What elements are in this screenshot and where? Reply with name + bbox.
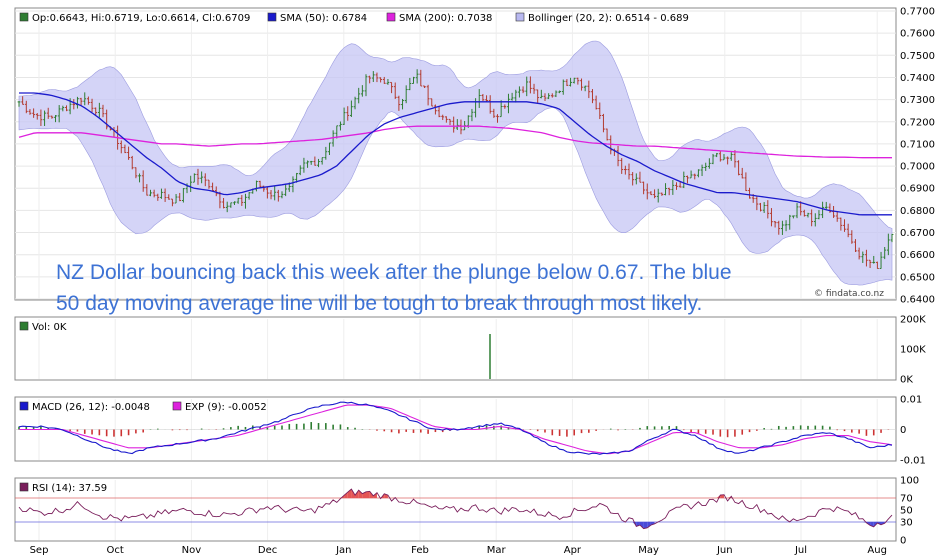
month-tick-label: Mar <box>487 545 507 556</box>
rsi-line <box>18 488 893 530</box>
rsi-tick-label: 70 <box>900 494 913 505</box>
price-tick-label: 0.7500 <box>900 51 935 62</box>
volume-tick-label: 200K <box>900 315 926 326</box>
watermark: © findata.co.nz <box>814 289 884 299</box>
legend-label: EXP (9): -0.0052 <box>185 402 267 413</box>
macd-tick-label: -0.01 <box>900 456 926 467</box>
month-tick-label: Aug <box>867 545 887 556</box>
legend-label: SMA (200): 0.7038 <box>399 13 492 24</box>
annotation-line-1: NZ Dollar bouncing back this week after … <box>56 261 732 284</box>
price-tick-label: 0.6500 <box>900 272 935 283</box>
legend-swatch <box>386 12 396 22</box>
price-tick-label: 0.6400 <box>900 295 935 306</box>
macd-series <box>15 401 896 455</box>
legend-label: Bollinger (20, 2): 0.6514 - 0.689 <box>528 13 689 24</box>
rsi-oversold-fill <box>647 522 651 528</box>
sma50-line <box>19 92 892 216</box>
legends: Op:0.6643, Hi:0.6719, Lo:0.6614, Cl:0.67… <box>19 12 689 494</box>
price-tick-label: 0.7700 <box>900 7 935 18</box>
legend-swatch <box>19 482 29 492</box>
month-tick-label: Jan <box>335 545 351 556</box>
rsi-overbought-fill <box>720 494 724 498</box>
legend-label: MACD (26, 12): -0.0048 <box>32 402 150 413</box>
price-tick-label: 0.7300 <box>900 95 935 106</box>
price-tick-label: 0.7400 <box>900 73 935 84</box>
bollinger-band-area <box>18 40 893 286</box>
month-tick-label: Sep <box>30 545 49 556</box>
bollinger-band <box>18 40 893 286</box>
legend-swatch <box>267 12 277 22</box>
price-tick-label: 0.7600 <box>900 29 935 40</box>
price-tick-label: 0.6700 <box>900 228 935 239</box>
moving-average-lines <box>18 92 892 216</box>
price-tick-label: 0.6900 <box>900 184 935 195</box>
macd-tick-label: 0 <box>900 425 906 436</box>
volume-tick-label: 0K <box>900 375 913 386</box>
annotation-line-2: 50 day moving average line will be tough… <box>56 292 702 315</box>
rsi-series <box>15 488 896 530</box>
legend-swatch <box>515 12 525 22</box>
rsi-tick-label: 30 <box>900 518 913 529</box>
month-tick-label: Feb <box>411 545 429 556</box>
volume-panel <box>14 316 897 381</box>
rsi-tick-label: 100 <box>900 476 919 487</box>
legend-swatch <box>172 401 182 411</box>
price-tick-label: 0.6600 <box>900 250 935 261</box>
month-tick-label: May <box>638 545 659 556</box>
rsi-overbought-fill <box>344 492 348 498</box>
sma200-line <box>18 125 892 159</box>
month-tick-label: Dec <box>258 545 277 556</box>
month-tick-label: Apr <box>564 545 582 556</box>
month-tick-label: Jul <box>794 545 807 556</box>
volume-tick-label: 100K <box>900 345 926 356</box>
rsi-oversold-fill <box>639 522 644 529</box>
candlestick-series <box>17 69 894 269</box>
macd-line <box>18 401 893 455</box>
rsi-overbought-fill <box>366 491 370 498</box>
legend-swatch <box>19 401 29 411</box>
rsi-tick-label: 0 <box>900 536 906 547</box>
macd-tick-label: 0.01 <box>900 395 922 406</box>
legend-label: Vol: 0K <box>32 322 67 333</box>
price-tick-label: 0.7200 <box>900 117 935 128</box>
legend-swatch <box>19 12 29 22</box>
rsi-oversold-fill <box>643 522 648 529</box>
month-tick-label: Oct <box>107 545 124 556</box>
rsi-tick-label: 50 <box>900 506 913 517</box>
axis-ticks: 0.7700 0.7600 0.7500 0.7400 0.7300 0.7200 0.71… <box>30 7 935 557</box>
price-tick-label: 0.6800 <box>900 206 935 217</box>
price-tick-label: 0.7000 <box>900 162 935 173</box>
legend-label: SMA (50): 0.6784 <box>280 13 367 24</box>
month-tick-label: Jun <box>716 545 733 556</box>
price-tick-label: 0.7100 <box>900 139 935 150</box>
rsi-overbought-fill <box>358 490 363 498</box>
legend-label: Op:0.6643, Hi:0.6719, Lo:0.6614, Cl:0.67… <box>32 13 250 24</box>
month-tick-label: Nov <box>182 545 202 556</box>
legend-swatch <box>19 321 29 331</box>
legend-label: RSI (14): 37.59 <box>32 483 107 494</box>
rsi-overbought-fill <box>347 489 352 498</box>
